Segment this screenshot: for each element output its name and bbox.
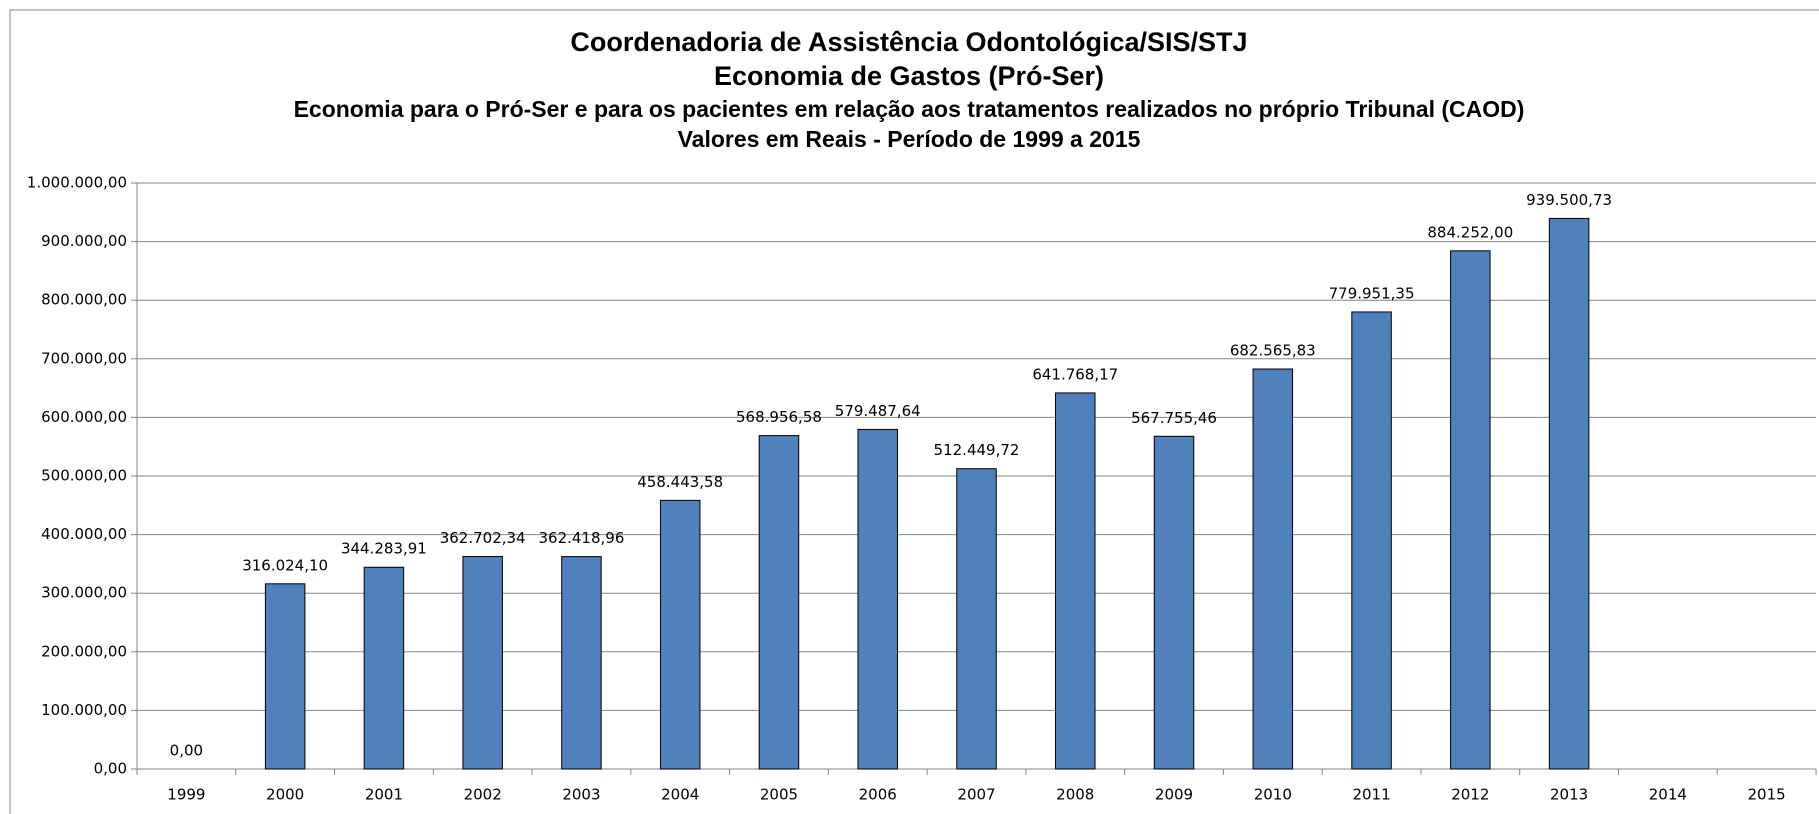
- value-label: 458.443,58: [637, 473, 723, 491]
- x-tick-label: 2015: [1748, 786, 1786, 804]
- value-label: 512.449,72: [934, 441, 1020, 459]
- value-label: 568.956,58: [736, 408, 822, 426]
- bar: [363, 566, 405, 770]
- x-tick-label: 2001: [365, 786, 403, 804]
- bar: [1252, 368, 1294, 770]
- bar: [758, 435, 800, 770]
- value-label: 362.702,34: [440, 529, 526, 547]
- y-tick-label: 300.000,00: [41, 584, 127, 602]
- x-tick-label: 2010: [1254, 786, 1292, 804]
- bar: [956, 468, 997, 770]
- x-tick-label: 1999: [167, 786, 205, 804]
- value-label: 0,00: [170, 742, 203, 760]
- chart-frame: [9, 9, 1819, 814]
- x-tick-label: 2013: [1550, 786, 1588, 804]
- value-label: 362.418,96: [538, 529, 624, 547]
- y-tick-label: 1.000.000,00: [27, 174, 127, 192]
- bar: [1055, 392, 1096, 770]
- x-tick-label: 2005: [760, 786, 798, 804]
- x-tick-label: 2014: [1649, 786, 1687, 804]
- value-label: 641.768,17: [1032, 365, 1118, 383]
- value-label: 682.565,83: [1230, 342, 1316, 360]
- x-tick-label: 2011: [1352, 786, 1390, 804]
- x-tick-label: 2000: [266, 786, 304, 804]
- x-tick-label: 2009: [1155, 786, 1193, 804]
- bar: [659, 499, 701, 770]
- bar: [561, 556, 602, 770]
- x-tick-label: 2007: [957, 786, 995, 804]
- y-tick-label: 900.000,00: [41, 232, 127, 250]
- x-tick-label: 2006: [859, 786, 897, 804]
- x-tick-label: 2003: [562, 786, 600, 804]
- bar: [462, 555, 503, 770]
- chart-title: Coordenadoria de Assistência Odontológic…: [570, 27, 1247, 57]
- value-label: 316.024,10: [242, 556, 328, 574]
- y-tick-label: 0,00: [94, 760, 127, 778]
- value-label: 939.500,73: [1526, 191, 1612, 209]
- chart-subtitle: Valores em Reais - Período de 1999 a 201…: [678, 126, 1141, 152]
- bar: [1450, 250, 1491, 770]
- bar: [1548, 217, 1590, 770]
- value-label: 884.252,00: [1427, 223, 1513, 241]
- y-tick-label: 800.000,00: [41, 291, 127, 309]
- x-tick-label: 2004: [661, 786, 699, 804]
- value-label: 344.283,91: [341, 540, 427, 558]
- value-label: 579.487,64: [835, 402, 921, 420]
- x-tick-label: 2012: [1451, 786, 1489, 804]
- y-tick-label: 200.000,00: [41, 642, 127, 660]
- y-tick-label: 600.000,00: [41, 408, 127, 426]
- y-tick-label: 700.000,00: [41, 349, 127, 367]
- value-label: 567.755,46: [1131, 409, 1217, 427]
- bar: [857, 428, 898, 770]
- x-tick-label: 2008: [1056, 786, 1094, 804]
- chart-subtitle: Economia para o Pró-Ser e para os pacien…: [294, 96, 1525, 122]
- bar: [1153, 435, 1195, 770]
- y-tick-label: 400.000,00: [41, 525, 127, 543]
- chart-subtitle: Economia de Gastos (Pró-Ser): [714, 61, 1104, 91]
- x-tick-label: 2002: [464, 786, 502, 804]
- bar: [1351, 311, 1392, 770]
- bar: [264, 583, 306, 770]
- y-tick-label: 100.000,00: [41, 701, 127, 719]
- y-tick-label: 500.000,00: [41, 467, 127, 485]
- value-label: 779.951,35: [1329, 284, 1415, 302]
